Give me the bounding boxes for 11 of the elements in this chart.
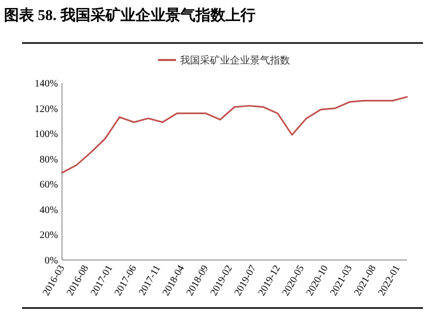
- line-series: [61, 96, 408, 174]
- chart-title: 图表 58. 我国采矿业企业景气指数上行: [4, 6, 256, 24]
- y-tick-label: 100%: [34, 129, 58, 140]
- y-tick-label: 20%: [40, 230, 58, 242]
- y-tick-label: 0%: [44, 256, 58, 266]
- y-tick-label: 120%: [34, 104, 58, 115]
- legend-label: 我国采矿业企业景气指数: [180, 54, 290, 66]
- y-tick-label: 60%: [40, 180, 58, 191]
- y-tick-label: 40%: [40, 204, 58, 216]
- y-tick-label: 80%: [40, 154, 58, 166]
- y-tick-label: 140%: [34, 78, 58, 90]
